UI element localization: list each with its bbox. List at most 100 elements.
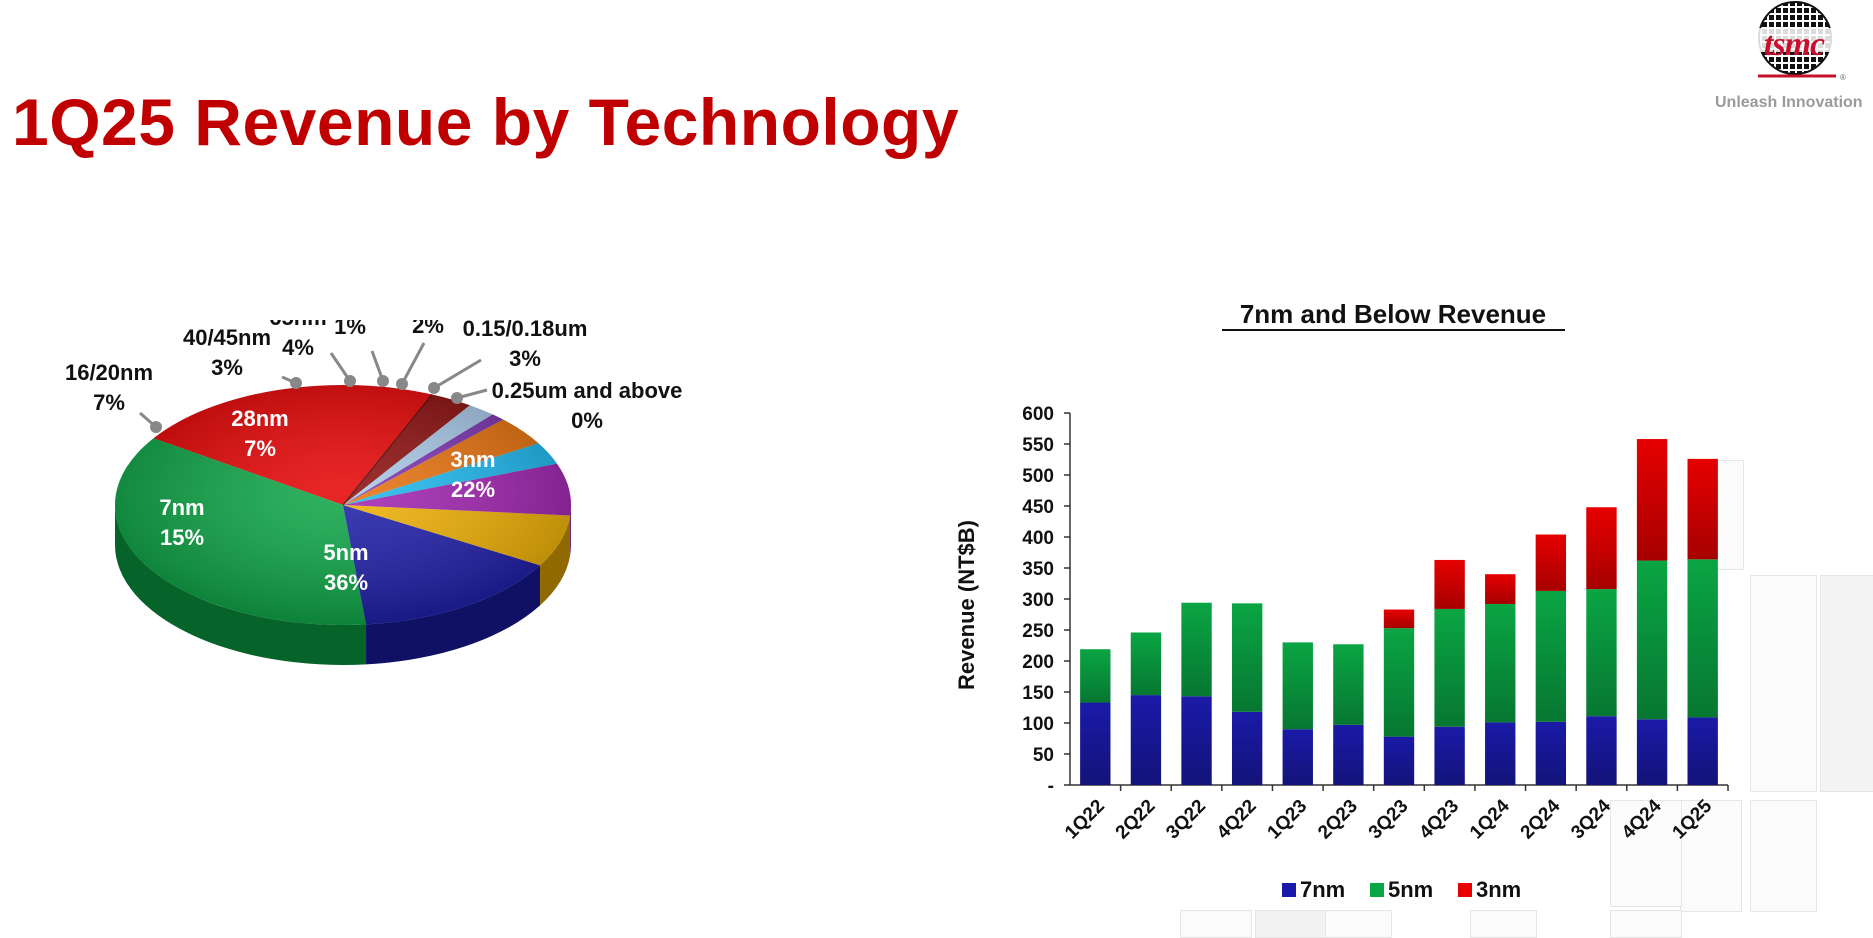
y-tick-label: 50 xyxy=(1033,745,1054,766)
bar-segment-7nm xyxy=(1231,711,1263,785)
x-tick-label: 4Q22 xyxy=(1213,796,1261,844)
y-tick-label: 600 xyxy=(1022,404,1054,425)
pie-leader-dot xyxy=(451,392,463,404)
y-tick-label: 500 xyxy=(1022,466,1054,487)
pie-label-name: 16/20nm xyxy=(65,360,153,385)
pie-label-value: 22% xyxy=(451,477,495,502)
pie-label-value: 7% xyxy=(244,436,276,461)
bar-segment-7nm xyxy=(1586,716,1617,785)
x-tick-label: 4Q24 xyxy=(1618,795,1666,843)
legend-swatch xyxy=(1282,883,1296,897)
pie-label-value: 0% xyxy=(571,408,603,433)
x-tick-label: 2Q24 xyxy=(1517,795,1565,843)
y-axis-label: Revenue (NT$B) xyxy=(954,520,979,690)
bar-segment-5nm xyxy=(1333,644,1364,725)
svg-text:®: ® xyxy=(1840,73,1846,82)
pie-label-name: 3nm xyxy=(450,447,495,472)
legend-label: 3nm xyxy=(1476,877,1521,902)
x-tick-label: 2Q23 xyxy=(1314,796,1362,844)
x-tick-label: 1Q24 xyxy=(1466,795,1514,843)
x-tick-label: 1Q23 xyxy=(1264,796,1312,844)
legend-label: 5nm xyxy=(1388,877,1433,902)
bar-segment-5nm xyxy=(1080,649,1111,703)
logo-tagline: Unleash Innovation xyxy=(1715,94,1863,111)
wafer-logo-icon: ® xyxy=(1750,1,1846,82)
bar-segment-5nm xyxy=(1282,642,1313,730)
pie-label: 90nm1% xyxy=(334,320,389,387)
page-title: 1Q25 Revenue by Technology xyxy=(12,85,960,159)
decorative-square xyxy=(1610,910,1682,938)
pie-label: 40/45nm 3% xyxy=(183,325,302,389)
pie-leader-dot xyxy=(428,382,440,394)
y-tick-label: 300 xyxy=(1022,590,1054,611)
pie-leader-dot xyxy=(377,375,389,387)
x-tick-label: 1Q22 xyxy=(1061,796,1109,844)
bar-segment-3nm xyxy=(1434,559,1465,609)
x-tick-label: 2Q22 xyxy=(1112,796,1160,844)
legend-swatch xyxy=(1458,883,1472,897)
pie-label-value: 1% xyxy=(334,320,366,339)
pie-label-value: 4% xyxy=(282,335,314,360)
decorative-square xyxy=(1680,800,1742,912)
pie-leader-dot xyxy=(290,377,302,389)
pie-label-name: 0.15/0.18um xyxy=(463,320,588,341)
pie-label-name: 65nm xyxy=(269,320,326,330)
pie-label: 16/20nm 7% xyxy=(65,360,162,433)
bar-segment-5nm xyxy=(1181,602,1212,697)
bar-segment-7nm xyxy=(1282,729,1313,785)
bar-segment-7nm xyxy=(1383,736,1415,785)
pie-label-value: 3% xyxy=(509,346,541,371)
bar-segment-5nm xyxy=(1535,590,1567,722)
y-tick-label: 400 xyxy=(1022,528,1054,549)
bar-segment-7nm xyxy=(1485,722,1516,785)
bar-segment-5nm xyxy=(1687,559,1718,718)
bar-segment-5nm xyxy=(1586,589,1617,717)
bar-segment-3nm xyxy=(1485,574,1516,604)
bar-segment-3nm xyxy=(1586,507,1617,590)
bar-segment-5nm xyxy=(1383,628,1415,737)
revenue-bar-chart: 7nm and Below Revenue Revenue (NT$B) - 50… xyxy=(954,299,1729,902)
bar-segment-3nm xyxy=(1687,458,1718,560)
y-tick-label: 450 xyxy=(1022,497,1054,518)
decorative-square xyxy=(1820,575,1873,792)
bar-segment-5nm xyxy=(1231,603,1263,712)
pie-label-value: 3% xyxy=(211,355,243,380)
bar-segment-5nm xyxy=(1434,608,1465,727)
legend-label: 7nm xyxy=(1300,877,1345,902)
bar-segment-7nm xyxy=(1636,719,1668,785)
y-tick-label: 100 xyxy=(1022,714,1054,735)
bar-segment-7nm xyxy=(1333,724,1364,785)
pie-label-value: 2% xyxy=(412,320,444,338)
bar-segment-3nm xyxy=(1636,439,1668,561)
bar-segment-3nm xyxy=(1383,609,1415,629)
bar-segment-7nm xyxy=(1687,717,1718,785)
pie-label-value: 7% xyxy=(93,390,125,415)
pie-leader-dot xyxy=(150,421,162,433)
bar-segment-3nm xyxy=(1535,534,1567,591)
pie-label-name: 5nm xyxy=(323,540,368,565)
bar-chart-title: 7nm and Below Revenue xyxy=(1240,299,1546,329)
legend-swatch xyxy=(1370,883,1384,897)
pie-label-name: 28nm xyxy=(231,406,288,431)
bar-segment-7nm xyxy=(1130,695,1162,785)
pie-leader-dot xyxy=(396,378,408,390)
logo-wordmark: tsmc xyxy=(1763,26,1825,63)
bar-segment-5nm xyxy=(1130,632,1162,696)
x-tick-label: 3Q23 xyxy=(1365,796,1413,844)
pie-label-name: 40/45nm xyxy=(183,325,271,350)
pie-slice-side xyxy=(115,505,367,665)
pie-label: 0.15/0.18um 3% xyxy=(428,320,587,394)
y-tick-label: 150 xyxy=(1022,683,1054,704)
pie-label: 0.11/0.13um2% xyxy=(396,320,444,390)
bar-segment-5nm xyxy=(1636,560,1668,720)
bar-segment-7nm xyxy=(1434,726,1465,785)
y-tick-label: 550 xyxy=(1022,435,1054,456)
bar-segment-7nm xyxy=(1080,702,1111,785)
decorative-square xyxy=(1610,800,1682,907)
decorative-square xyxy=(1750,575,1817,792)
bar-segment-7nm xyxy=(1535,721,1567,785)
y-tick-label: 200 xyxy=(1022,652,1054,673)
